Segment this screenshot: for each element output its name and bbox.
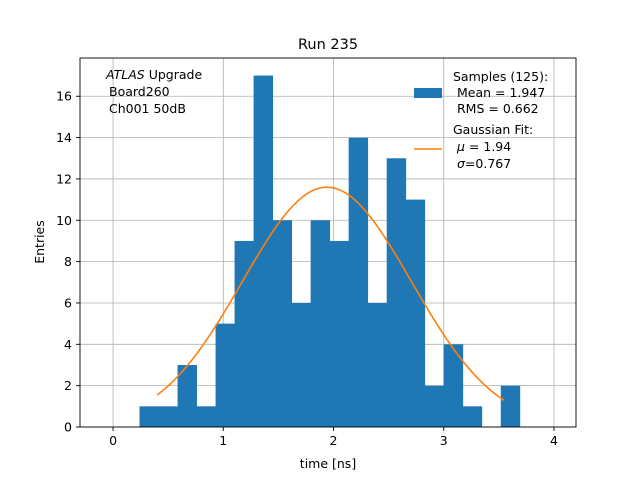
histogram-bar [177,364,197,427]
histogram-bar [253,75,274,428]
y-tick-label: 10 [56,213,72,228]
x-axis-label: time [ns] [300,456,356,471]
histogram-bar [139,406,159,427]
y-tick-label: 12 [56,171,72,186]
legend-fit-title: Gaussian Fit: [453,122,533,137]
histogram-bar [424,385,445,427]
histogram-bar [310,220,331,427]
annotation-channel: Ch001 50dB [109,101,186,116]
legend-rms: RMS = 0.662 [457,101,539,116]
histogram-bar [158,406,178,427]
x-axis-ticks: 0 1 2 3 4 [109,427,558,448]
chart-title: Run 235 [298,37,358,53]
histogram-bar [234,240,254,427]
sigma-symbol: σ [457,156,466,171]
histogram-bar [215,323,235,427]
upgrade-label: Upgrade [145,67,203,82]
x-tick-label: 0 [109,433,117,448]
gaussian-fit-curve [156,186,505,402]
legend: Samples (125): Mean = 1.947 RMS = 0.662 … [414,69,548,171]
legend-samples-title: Samples (125): [453,69,548,84]
annotation-board: Board260 [109,84,170,99]
y-axis-ticks: 0 2 4 6 8 10 12 14 16 [56,89,80,435]
legend-samples-swatch [414,88,442,98]
histogram-bar [462,406,483,427]
x-tick-label: 3 [440,433,448,448]
x-tick-label: 1 [219,433,227,448]
y-tick-label: 16 [56,89,72,104]
legend-mean: Mean = 1.947 [457,85,545,100]
atlas-label: ATLAS [105,67,145,82]
histogram-bars [139,75,521,428]
histogram-bar [367,302,388,427]
histogram-bar [329,240,350,427]
histogram-bar [272,220,293,427]
annotation-line-1: ATLAS Upgrade [105,67,202,82]
histogram-bar [500,385,521,427]
mu-value: = 1.94 [465,139,511,154]
mu-symbol: μ [456,139,465,154]
y-tick-label: 14 [56,130,72,145]
y-tick-label: 2 [64,378,72,393]
annotation-box: ATLAS Upgrade Board260 Ch001 50dB [105,67,202,116]
y-tick-label: 6 [64,295,72,310]
y-tick-label: 4 [64,337,72,352]
histogram-bar [196,406,216,427]
x-tick-label: 4 [550,433,558,448]
y-axis-label: Entries [32,220,47,264]
histogram-bar [348,137,369,427]
legend-mu: μ = 1.94 [456,139,511,154]
plot-frame [79,57,577,428]
histogram-bar [291,302,312,427]
sigma-value: =0.767 [465,156,511,171]
histogram-bar [443,344,464,427]
y-tick-label: 0 [64,420,72,435]
y-tick-label: 8 [64,254,72,269]
histogram-bar [405,199,426,427]
legend-sigma: σ=0.767 [457,156,511,171]
x-tick-label: 2 [330,433,338,448]
histogram-bar [386,158,407,427]
